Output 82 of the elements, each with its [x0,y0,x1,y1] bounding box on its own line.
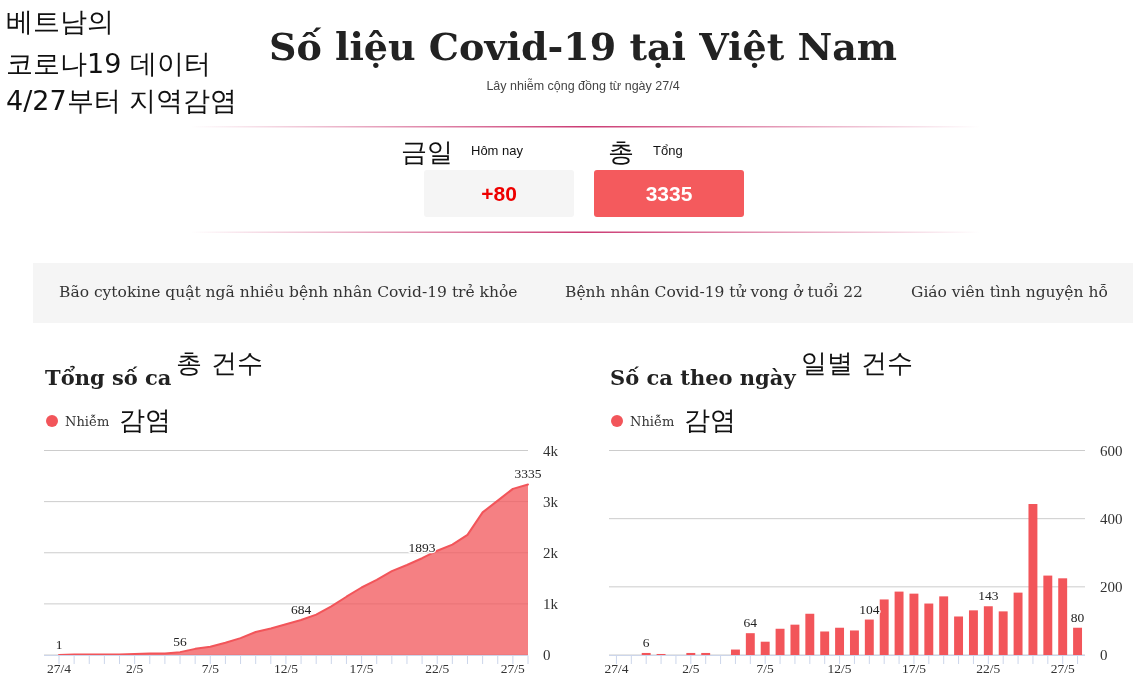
bar [835,627,845,655]
bar [760,641,770,655]
x-tick-label: 22/5 [976,661,1001,676]
text: Hôm nay [471,143,524,158]
data-label: 3335 [514,466,542,482]
y-tick-label: 0 [543,647,551,663]
text: Số liệu Covid-19 tại Việt Nam [268,24,898,69]
text: Giáo viên tình nguyện hỗ [911,283,1108,301]
chart-title: Tổng số ca [45,365,172,390]
data-label: 684 [290,602,312,618]
data-label: 1893 [408,540,436,556]
bar [909,593,919,655]
bar [701,652,711,655]
bar [1013,592,1023,655]
x-tick-label: 2/5 [682,661,700,676]
y-tick-label: 0 [1100,647,1108,663]
data-label: 104 [859,601,880,617]
bar [686,652,696,655]
text: 베트남의 [6,6,114,37]
legend-label: Nhiễm [630,413,675,429]
bar [1028,504,1038,655]
text: 감염 [684,405,737,435]
data-label: 6 [642,634,650,650]
x-tick-label: 2/5 [126,661,144,676]
y-tick-label: 1k [543,595,559,612]
bar [924,603,934,655]
x-tick-label: 12/5 [827,661,852,676]
text: 코로나19 데이터 [6,48,211,79]
bar [983,606,993,655]
bar [805,613,815,655]
text: Lây nhiễm cộng đồng từ ngày 27/4 [486,78,680,93]
data-label: 80 [1070,609,1085,625]
y-tick-label: 400 [1100,510,1123,527]
data-label: 64 [743,615,758,631]
text: Bệnh nhân Covid-19 tử vong ở tuổi 22 [565,283,863,301]
x-tick-label: 22/5 [425,661,450,676]
y-tick-label: 200 [1100,578,1123,595]
text: 총 [608,137,634,167]
bar [730,649,740,655]
text: 총 건수 [176,348,263,378]
text: 4/27부터 지역감염 [6,85,238,116]
bar [879,599,889,655]
bar [1058,578,1068,655]
text: 감염 [119,405,172,435]
x-tick-label: 12/5 [273,661,299,676]
chart-title: Số ca theo ngày [610,365,797,390]
bar [894,591,904,655]
text: +80 [481,182,517,205]
bar [775,628,785,655]
legend-label: Nhiễm [65,413,110,429]
text: 일별 건수 [800,348,913,378]
text: 금일 [401,137,453,167]
bar [968,610,978,655]
x-tick-label: 27/5 [1050,661,1075,676]
text: 3335 [645,182,693,205]
x-tick-label: 17/5 [901,661,927,676]
bar [745,633,755,655]
data-label: 1 [55,636,63,652]
text: Tổng [653,143,683,158]
y-tick-label: 4k [543,442,559,459]
x-tick-label: 27/4 [46,661,72,676]
data-label: 143 [978,588,999,604]
bar [1043,575,1053,655]
bar [1073,627,1083,655]
bar [954,616,964,655]
text: Bão cytokine quật ngã nhiều bệnh nhân Covid-19 trẻ khỏe [59,283,518,301]
x-tick-label: 27/5 [500,661,526,676]
y-tick-label: 2k [543,544,559,561]
x-tick-label: 7/5 [201,661,220,676]
bar [998,611,1008,655]
x-tick-label: 17/5 [349,661,374,676]
bar [820,631,830,655]
y-tick-label: 3k [543,493,559,510]
bar [641,652,651,655]
bar [864,619,874,655]
bar [849,630,859,655]
y-tick-label: 600 [1100,442,1123,459]
data-label: 56 [173,634,188,650]
bar [790,624,800,655]
x-tick-label: 27/4 [604,661,629,676]
x-tick-label: 7/5 [756,661,775,676]
bar [939,596,949,655]
